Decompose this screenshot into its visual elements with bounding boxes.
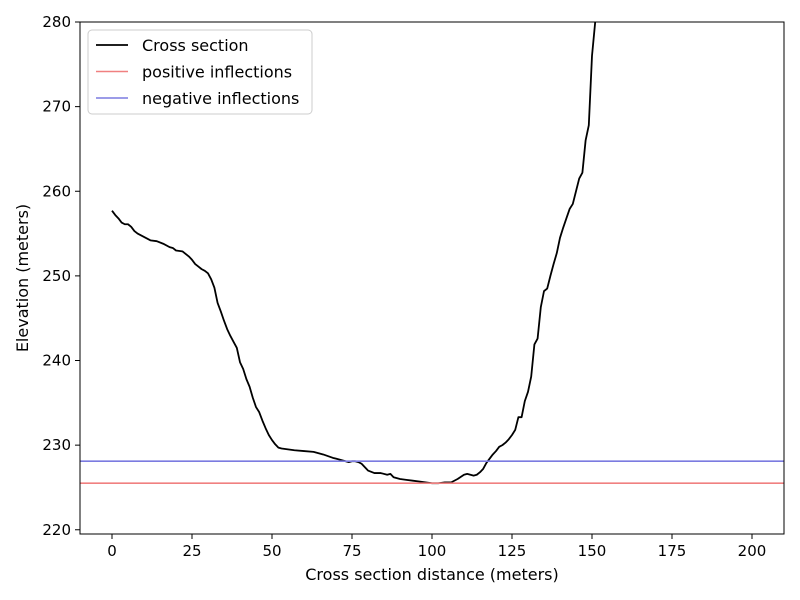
legend-label: negative inflections [142, 89, 299, 108]
x-tick-label: 150 [578, 542, 607, 560]
legend: Cross section positive inflections negativ… [87, 29, 313, 115]
y-tick-label: 240 [42, 352, 71, 370]
x-tick-label: 75 [342, 542, 361, 560]
x-tick-label: 200 [738, 542, 767, 560]
y-tick-label: 280 [42, 13, 71, 31]
x-tick-label: 50 [262, 542, 281, 560]
series-line-Cross-section [111, 22, 597, 485]
plot-area [80, 22, 784, 485]
y-tick-label: 220 [42, 521, 71, 539]
y-tick-label: 250 [42, 267, 71, 285]
y-axis-label: Elevation (meters) [13, 204, 32, 352]
x-tick-label: 125 [498, 542, 527, 560]
x-tick-label: 100 [418, 542, 447, 560]
x-axis-label: Cross section distance (meters) [305, 565, 558, 584]
legend-label: positive inflections [142, 63, 292, 82]
legend-label: Cross section [142, 36, 249, 55]
x-tick-label: 175 [658, 542, 687, 560]
x-tick-label: 0 [107, 542, 117, 560]
y-tick-label: 230 [42, 436, 71, 454]
legend-box [87, 29, 313, 115]
y-tick-label: 270 [42, 98, 71, 116]
axes: 0 25 50 75 100 125 150 175 200 220 230 240 250 260 270… [42, 13, 785, 560]
y-tick-label: 260 [42, 182, 71, 200]
x-tick-label: 25 [182, 542, 201, 560]
